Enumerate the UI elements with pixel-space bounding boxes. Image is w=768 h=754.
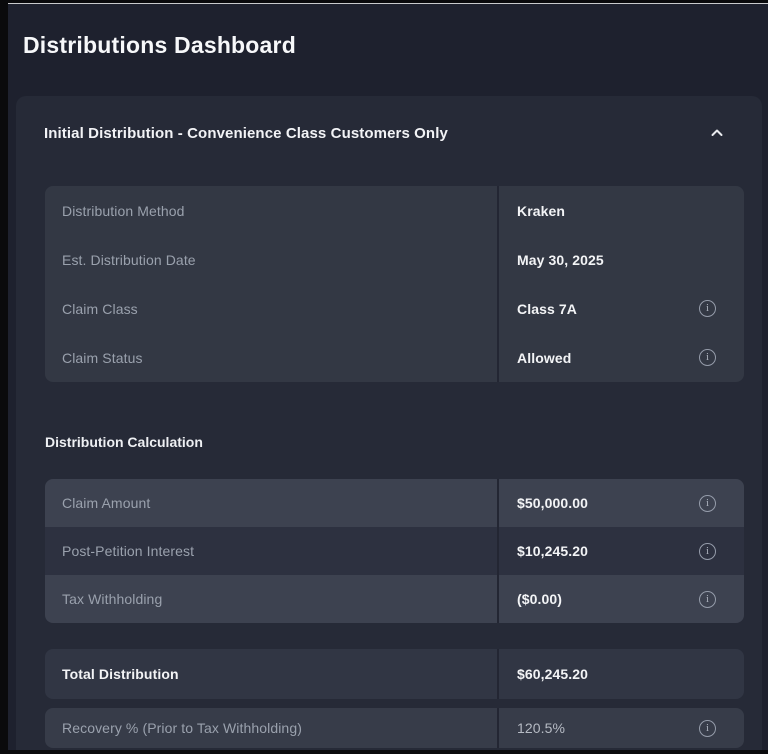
distribution-panel: Initial Distribution - Convenience Class… — [16, 96, 762, 750]
info-icon[interactable]: i — [699, 590, 716, 608]
row-label: Total Distribution — [62, 666, 179, 682]
info-icon[interactable]: i — [699, 719, 716, 737]
row-label: Recovery % (Prior to Tax Withholding) — [62, 720, 302, 736]
page-title: Distributions Dashboard — [23, 32, 296, 58]
panel-body: Distribution Method Kraken Est. Distribu… — [16, 170, 762, 748]
summary-table: Distribution Method Kraken Est. Distribu… — [45, 186, 744, 382]
app-viewport: Distributions Dashboard Initial Distribu… — [8, 3, 768, 750]
row-value-cell: Allowed i — [497, 333, 744, 382]
row-value-cell: ($0.00) i — [497, 575, 744, 623]
row-value-cell: $50,000.00 i — [497, 479, 744, 527]
row-value: Allowed — [517, 349, 572, 366]
total-distribution-row: Total Distribution $60,245.20 — [45, 649, 744, 699]
row-value: $10,245.20 — [517, 543, 589, 559]
info-icon[interactable]: i — [699, 349, 716, 366]
row-value-cell: $10,245.20 i — [497, 527, 744, 575]
calculation-heading: Distribution Calculation — [45, 434, 203, 450]
row-value-cell: 120.5% i — [497, 708, 744, 748]
table-row: Claim Status Allowed i — [45, 333, 744, 382]
row-label: Est. Distribution Date — [62, 251, 196, 268]
table-row: Est. Distribution Date May 30, 2025 — [45, 235, 744, 284]
row-value: Kraken — [517, 202, 566, 219]
panel-title: Initial Distribution - Convenience Class… — [44, 124, 448, 142]
row-value-cell: Kraken — [497, 186, 744, 235]
row-label: Claim Status — [62, 349, 143, 366]
info-icon[interactable]: i — [699, 300, 716, 317]
chevron-up-icon[interactable] — [709, 125, 725, 141]
row-value: 120.5% — [517, 720, 566, 736]
table-row: Tax Withholding ($0.00) i — [45, 575, 744, 623]
row-value: May 30, 2025 — [517, 251, 604, 268]
row-label: Distribution Method — [62, 202, 185, 219]
row-label: Post-Petition Interest — [62, 543, 195, 559]
table-row: Distribution Method Kraken — [45, 186, 744, 235]
row-value-cell: Class 7A i — [497, 284, 744, 333]
info-icon[interactable]: i — [699, 494, 716, 512]
calculation-table: Claim Amount $50,000.00 i Post-Petition … — [45, 479, 744, 623]
row-value-cell: May 30, 2025 — [497, 235, 744, 284]
table-row: Claim Amount $50,000.00 i — [45, 479, 744, 527]
row-label: Tax Withholding — [62, 591, 163, 607]
row-value-cell: $60,245.20 — [497, 649, 744, 699]
info-icon[interactable]: i — [699, 542, 716, 560]
row-value: $60,245.20 — [517, 666, 589, 682]
table-row: Post-Petition Interest $10,245.20 i — [45, 527, 744, 575]
row-value: $50,000.00 — [517, 495, 589, 511]
row-value: Class 7A — [517, 300, 577, 317]
table-row: Claim Class Class 7A i — [45, 284, 744, 333]
row-value: ($0.00) — [517, 591, 563, 607]
recovery-percent-row: Recovery % (Prior to Tax Withholding) 12… — [45, 708, 744, 748]
row-label: Claim Class — [62, 300, 138, 317]
panel-header-toggle[interactable]: Initial Distribution - Convenience Class… — [16, 96, 762, 170]
row-label: Claim Amount — [62, 495, 151, 511]
